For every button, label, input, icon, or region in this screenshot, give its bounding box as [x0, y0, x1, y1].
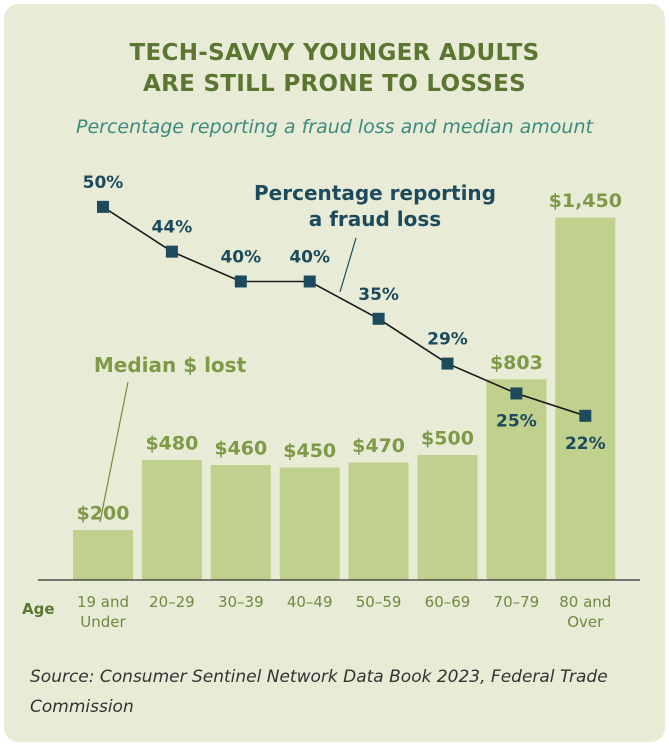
chart-subtitle: Percentage reporting a fraud loss and me…	[76, 116, 593, 138]
bar	[210, 465, 271, 580]
leader-line	[339, 237, 357, 293]
line-marker	[579, 409, 592, 422]
line-value-label: 35%	[358, 285, 399, 305]
line-series-label: Percentage reporting a fraud loss	[254, 181, 496, 231]
line-value-label: 40%	[289, 247, 330, 267]
x-tick-label: 70–79	[493, 593, 540, 611]
x-tick-label: 40–49	[286, 593, 333, 611]
line-marker	[372, 312, 385, 325]
line-marker	[441, 357, 454, 370]
bar-value-label: $450	[283, 440, 336, 462]
bar	[417, 455, 478, 580]
bar	[73, 530, 133, 580]
x-tick-label: 19 and Under	[76, 593, 130, 631]
source-note: Source: Consumer Sentinel Network Data B…	[30, 667, 608, 717]
panel	[4, 4, 665, 742]
line-value-label: 29%	[427, 330, 468, 350]
x-tick-label: 20–29	[149, 593, 195, 611]
line-marker	[165, 245, 178, 258]
x-axis-label: Age	[22, 600, 55, 618]
line-value-label: 44%	[152, 218, 193, 238]
bar	[486, 379, 547, 580]
x-tick-label: 30–39	[217, 593, 264, 611]
bar-series-label: Median $ lost	[93, 353, 247, 377]
chart-title: TECH-SAVVY YOUNGER ADULTS ARE STILL PRON…	[129, 40, 540, 97]
line-value-label: 50%	[83, 173, 124, 193]
bar-value-label: $200	[77, 503, 130, 525]
line	[102, 206, 586, 417]
bar-value-label: $500	[421, 428, 474, 450]
line-marker	[510, 387, 523, 400]
x-tick-label: 50–59	[355, 593, 402, 611]
line-value-label: 25%	[496, 411, 537, 431]
line-marker	[97, 200, 109, 213]
line-marker	[234, 275, 247, 288]
bar-value-label: $1,450	[549, 190, 622, 212]
bar-value-label: $470	[352, 435, 405, 457]
line-marker	[303, 275, 316, 288]
bar	[555, 217, 616, 580]
bar	[279, 467, 340, 580]
line-value-label: 40%	[220, 247, 261, 267]
bar	[141, 460, 202, 580]
x-tick-label: 60–69	[424, 593, 471, 611]
bar-value-label: $460	[214, 438, 267, 460]
x-tick-label: 80 and Over	[559, 593, 612, 631]
line-value-label: 22%	[565, 434, 606, 454]
bar	[348, 462, 409, 580]
bar-value-label: $803	[490, 352, 543, 374]
bar-value-label: $480	[145, 433, 198, 455]
leader-line	[99, 381, 129, 523]
